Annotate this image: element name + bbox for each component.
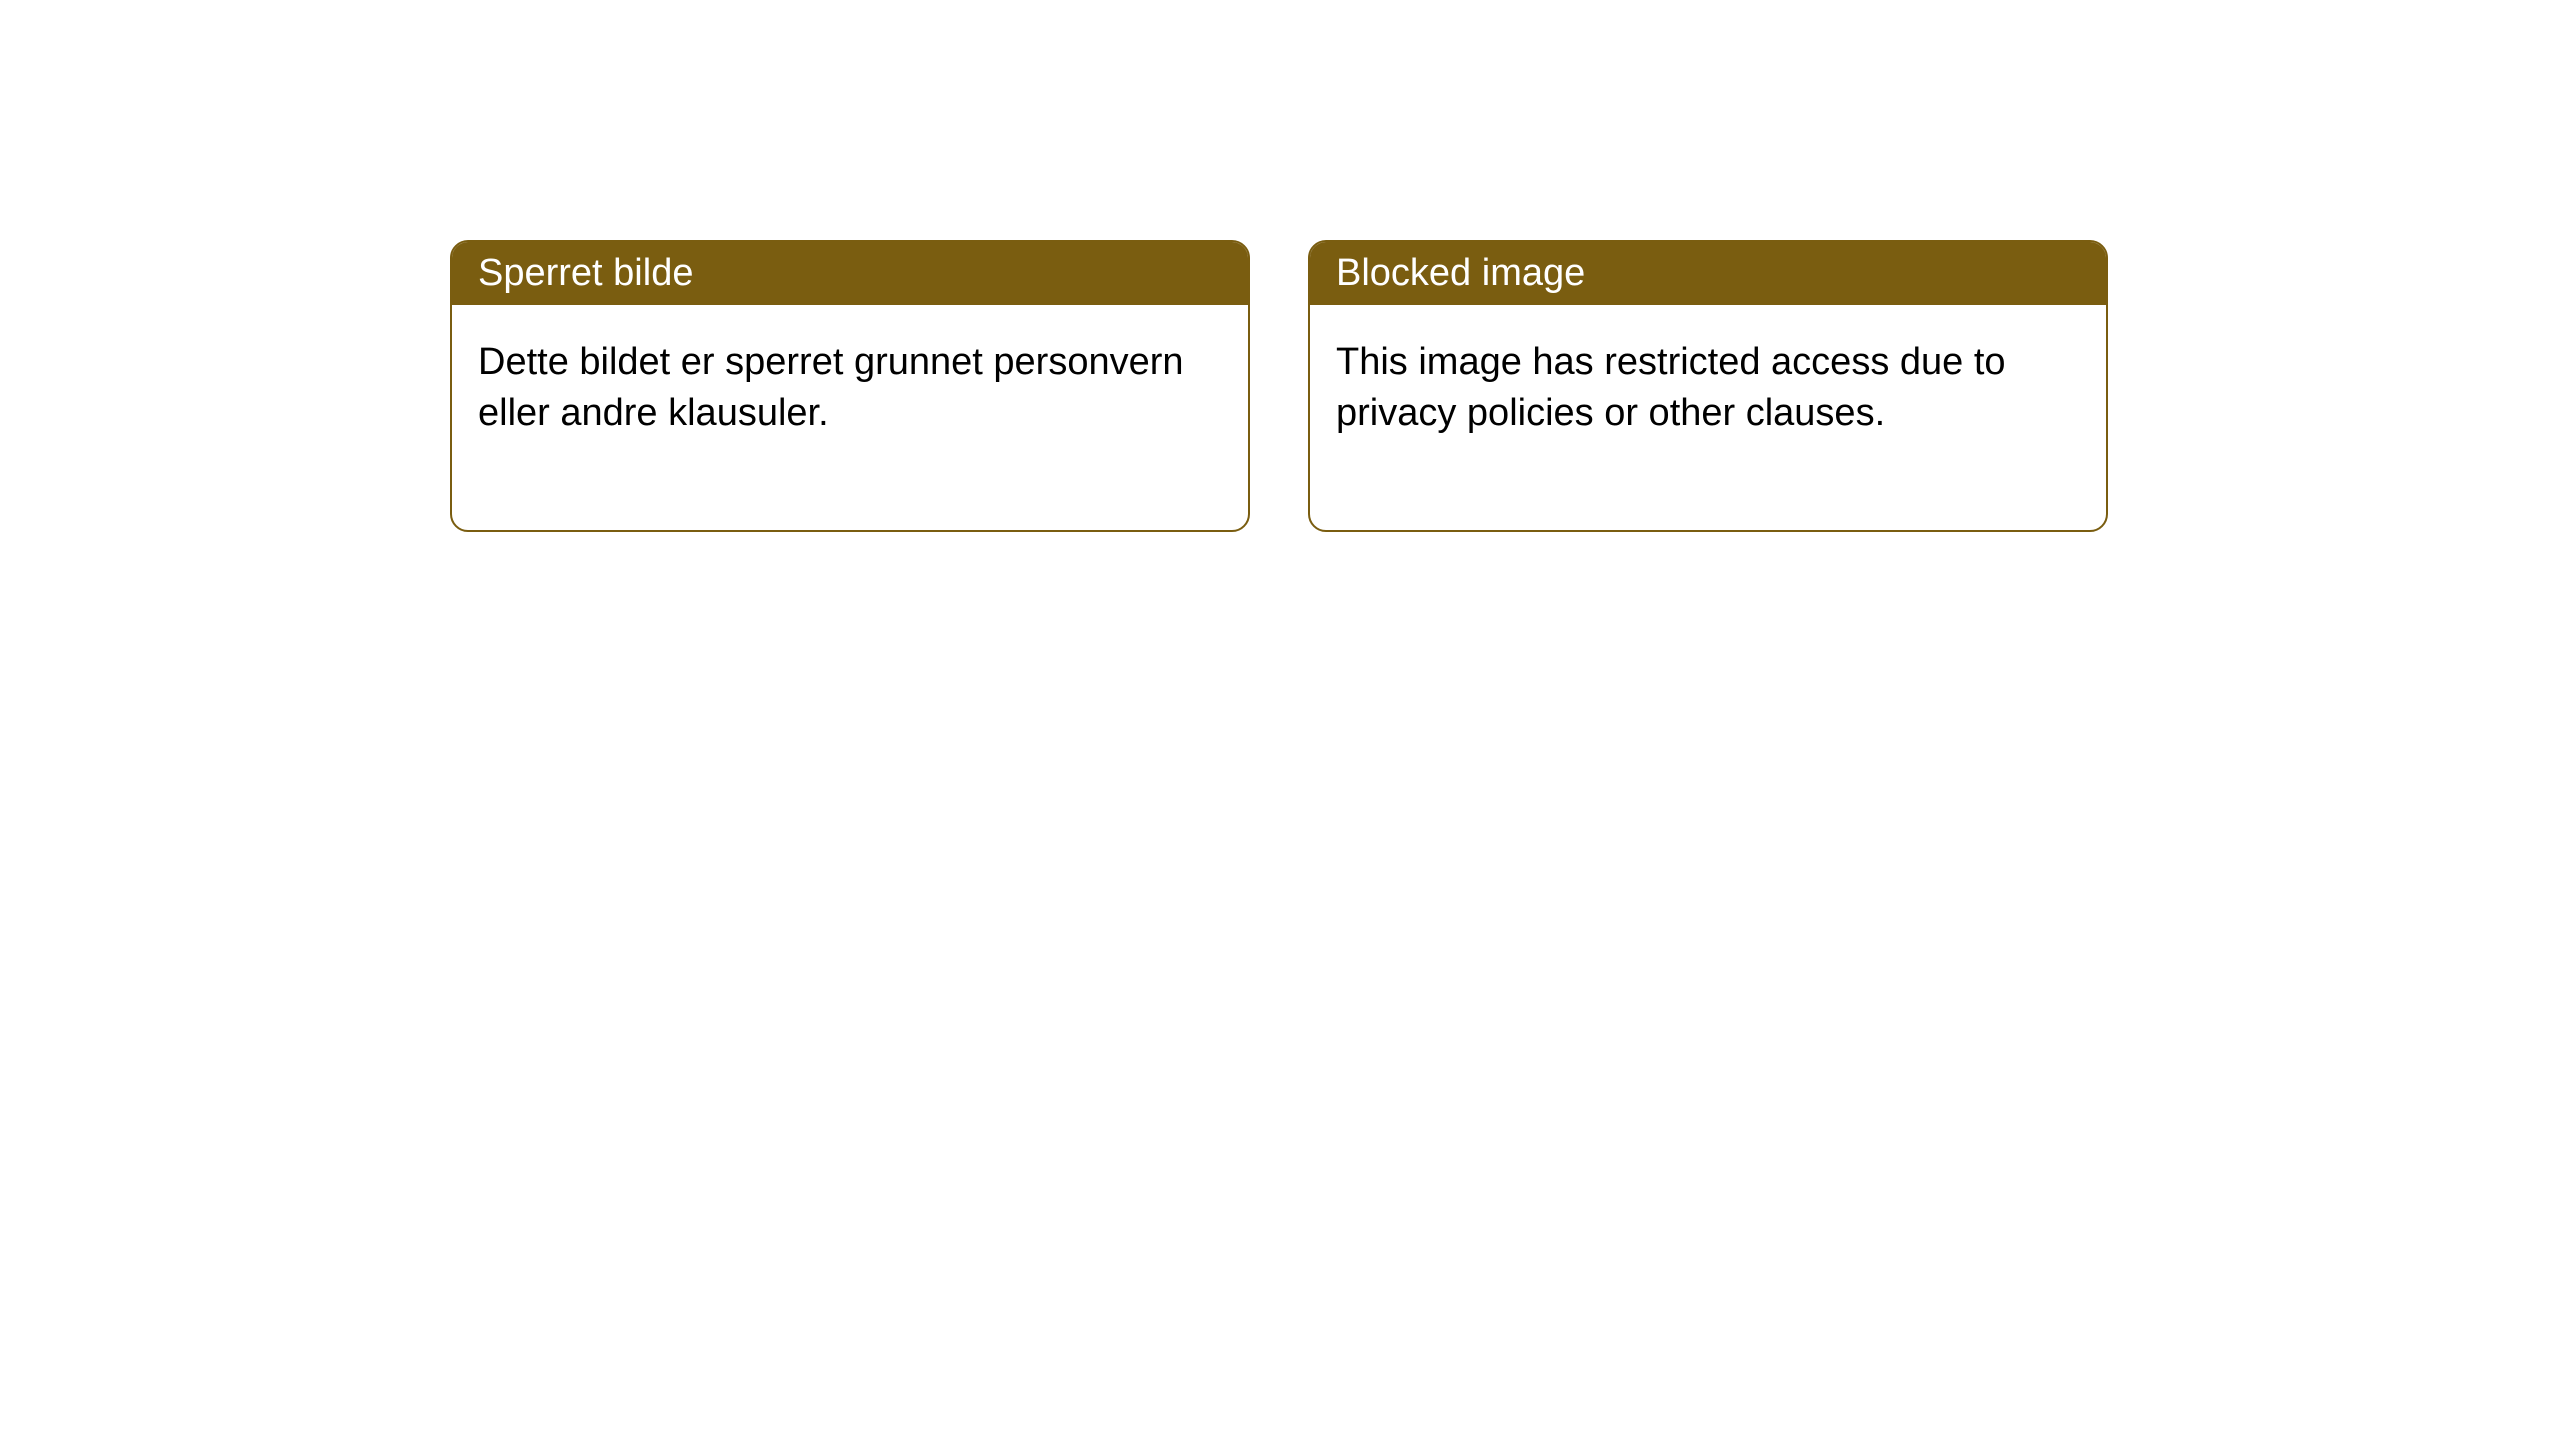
notice-body-norwegian: Dette bildet er sperret grunnet personve…	[452, 305, 1248, 530]
notice-body-english: This image has restricted access due to …	[1310, 305, 2106, 530]
notice-container: Sperret bilde Dette bildet er sperret gr…	[450, 240, 2108, 532]
notice-title-norwegian: Sperret bilde	[452, 242, 1248, 305]
notice-card-norwegian: Sperret bilde Dette bildet er sperret gr…	[450, 240, 1250, 532]
notice-title-english: Blocked image	[1310, 242, 2106, 305]
notice-card-english: Blocked image This image has restricted …	[1308, 240, 2108, 532]
